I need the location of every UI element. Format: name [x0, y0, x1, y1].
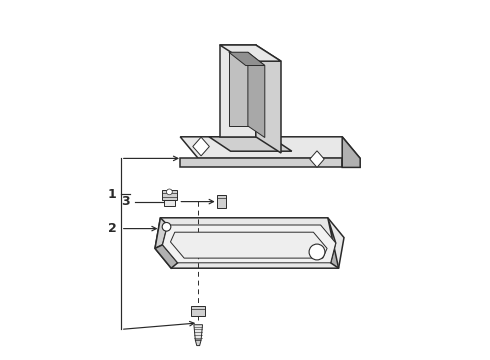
Polygon shape — [180, 137, 360, 158]
Polygon shape — [155, 245, 178, 268]
Polygon shape — [229, 52, 248, 126]
Circle shape — [167, 189, 172, 195]
Polygon shape — [163, 225, 336, 263]
Text: 1: 1 — [108, 188, 117, 201]
Polygon shape — [180, 158, 342, 167]
Text: 2: 2 — [108, 222, 117, 235]
Polygon shape — [220, 45, 281, 61]
Polygon shape — [194, 325, 202, 340]
Polygon shape — [164, 200, 175, 206]
Polygon shape — [171, 232, 327, 258]
Polygon shape — [220, 45, 256, 137]
Polygon shape — [310, 151, 324, 167]
Polygon shape — [192, 306, 205, 316]
Polygon shape — [155, 218, 344, 268]
Polygon shape — [196, 340, 201, 346]
Circle shape — [162, 222, 171, 231]
Polygon shape — [193, 137, 209, 156]
Polygon shape — [162, 190, 177, 200]
Polygon shape — [217, 195, 226, 208]
Text: 3: 3 — [121, 195, 130, 208]
Polygon shape — [209, 137, 292, 151]
Polygon shape — [328, 218, 339, 268]
Polygon shape — [248, 52, 265, 138]
Polygon shape — [256, 45, 281, 153]
Polygon shape — [155, 218, 168, 248]
Polygon shape — [342, 137, 360, 167]
Circle shape — [309, 244, 325, 260]
Polygon shape — [229, 52, 265, 66]
